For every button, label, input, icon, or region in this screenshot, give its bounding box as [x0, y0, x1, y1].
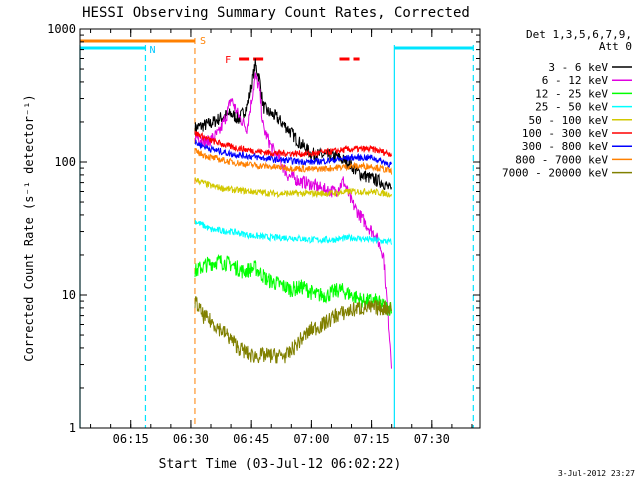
night-label: N [149, 45, 155, 56]
series-line-6 [194, 130, 392, 158]
legend-header-line2: Att 0 [599, 40, 632, 53]
series-line-8 [194, 148, 392, 175]
series-line-4 [194, 219, 392, 246]
series-line-2 [194, 71, 392, 369]
series-line-7 [194, 139, 392, 169]
y-tick-label: 1 [69, 421, 76, 435]
timestamp: 3-Jul-2012 23:27 [558, 469, 635, 478]
legend-header-line1: Det 1,3,5,6,7,9, [526, 28, 632, 41]
series-line-3 [194, 253, 392, 316]
y-axis-label: Corrected Count Rate (s⁻¹ detector⁻¹) [22, 94, 36, 361]
chart-title: HESSI Observing Summary Count Rates, Cor… [82, 5, 470, 21]
series-line-5 [194, 177, 392, 199]
x-tick-label: 07:15 [354, 432, 390, 446]
x-tick-label: 07:00 [293, 432, 329, 446]
legend-label-9: 7000 - 20000 keV [502, 167, 608, 180]
y-axis: 1 10 100 1000 [47, 22, 480, 435]
x-tick-label: 07:30 [414, 432, 450, 446]
x-tick-label: 06:45 [233, 432, 269, 446]
legend-label-2: 6 - 12 keV [542, 74, 609, 87]
x-tick-label: 06:30 [173, 432, 209, 446]
legend-label-7: 300 - 800 keV [522, 140, 608, 153]
y-tick-label: 1000 [47, 22, 76, 36]
y-tick-label: 10 [62, 288, 76, 302]
series-line-9 [194, 296, 392, 364]
y-tick-label: 100 [54, 155, 76, 169]
flare-label: F [225, 55, 231, 66]
legend-label-4: 25 - 50 keV [535, 101, 608, 114]
x-axis: 06:15 06:30 06:45 07:00 07:15 07:30 [90, 29, 473, 446]
x-tick-label: 06:15 [113, 432, 149, 446]
legend-label-3: 12 - 25 keV [535, 87, 608, 100]
legend-label-6: 100 - 300 keV [522, 127, 608, 140]
legend-label-8: 800 - 7000 keV [515, 153, 608, 166]
saa-label: S [200, 36, 206, 47]
legend-label-5: 50 - 100 keV [529, 114, 609, 127]
legend-label-1: 3 - 6 keV [548, 61, 608, 74]
plot-frame [79, 28, 481, 429]
x-axis-label: Start Time (03-Jul-12 06:02:22) [159, 457, 402, 472]
series-line-1 [194, 58, 392, 190]
